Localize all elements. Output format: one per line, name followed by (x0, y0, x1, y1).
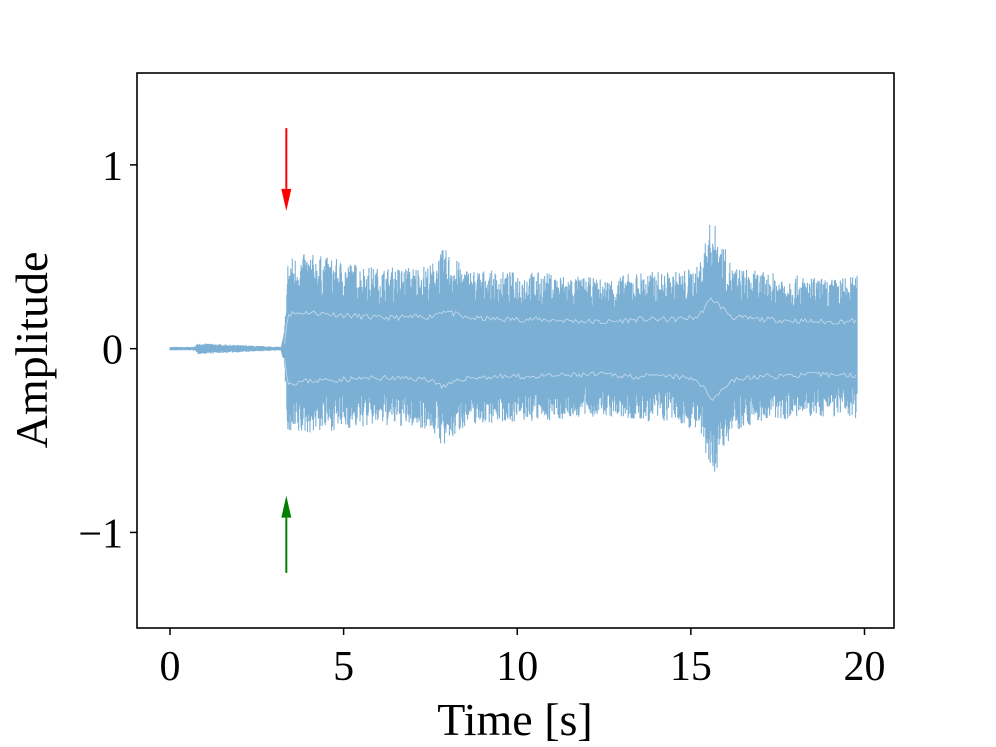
inner-envelope-upper (284, 297, 857, 345)
red-arrow-head (281, 188, 292, 211)
axes-frame (136, 72, 895, 629)
x-tick-label: 15 (670, 644, 712, 690)
green-arrow-head (281, 495, 292, 518)
x-tick-label: 20 (843, 644, 885, 690)
signal-trace (169, 224, 858, 472)
y-tick-label: 0 (102, 328, 123, 374)
x-tick-label: 5 (333, 644, 354, 690)
x-tick-label: 0 (159, 644, 180, 690)
x-axis-label: Time [s] (437, 694, 593, 745)
plot-area (169, 128, 858, 573)
inner-envelope-lower (284, 358, 857, 401)
y-tick-label: 1 (102, 144, 123, 190)
x-tick-label: 10 (496, 644, 538, 690)
y-tick-label: −1 (78, 511, 123, 557)
y-axis-label: Amplitude (6, 252, 57, 449)
